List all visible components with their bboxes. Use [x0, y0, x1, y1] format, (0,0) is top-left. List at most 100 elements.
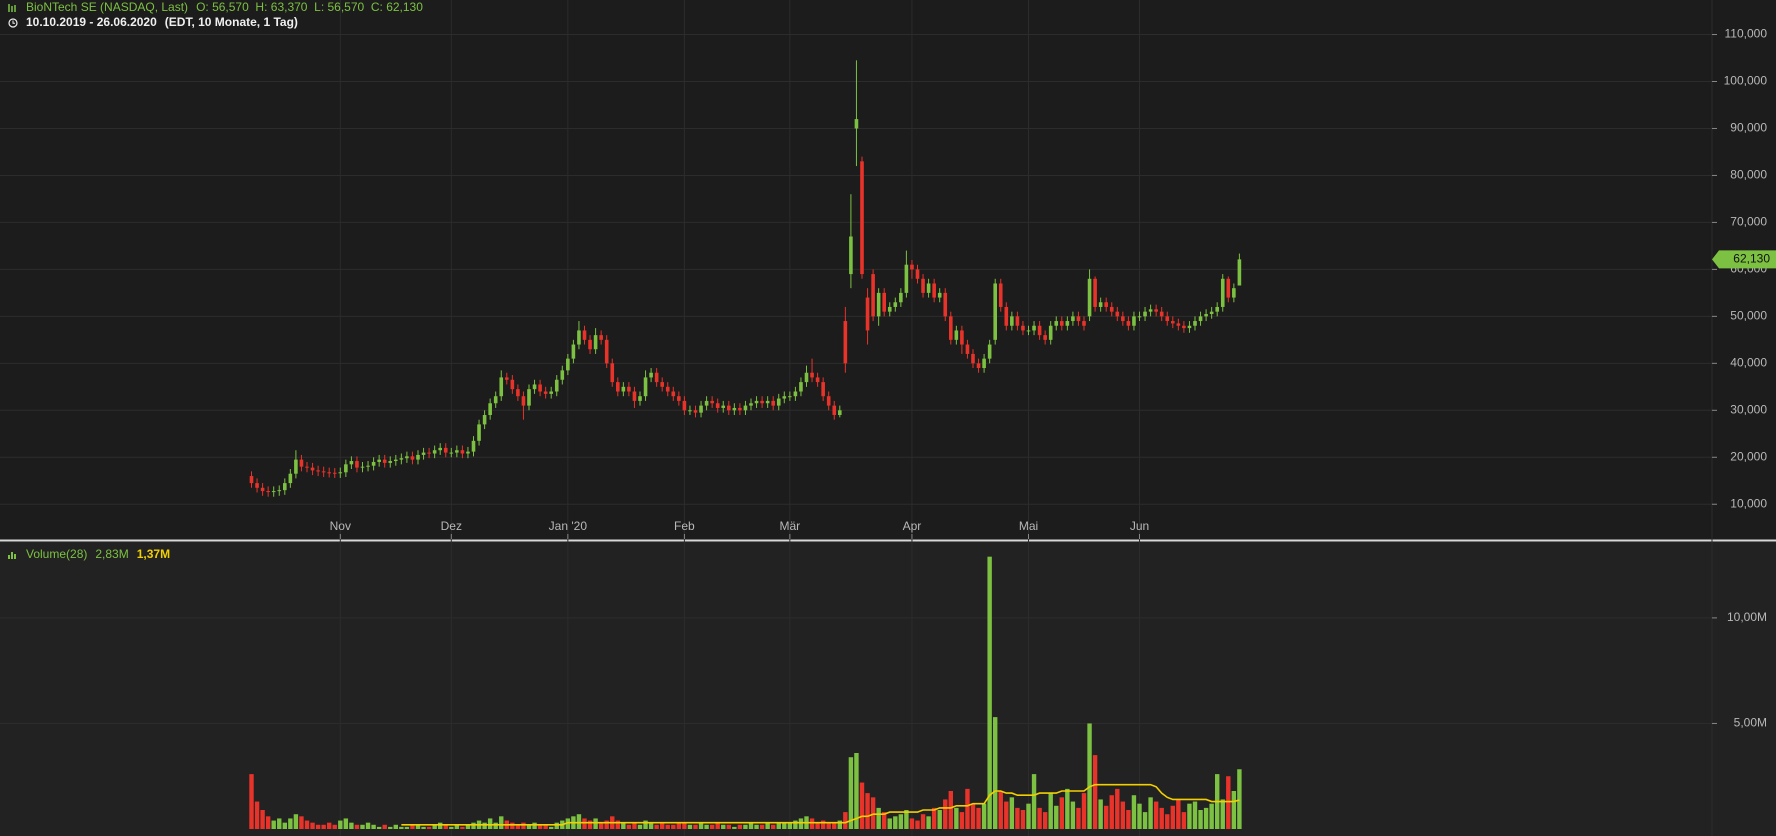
candle-body	[405, 456, 409, 459]
volume-bar	[643, 820, 648, 829]
candle-body	[549, 391, 553, 394]
candle-body	[738, 407, 742, 411]
candle-body	[682, 400, 687, 411]
candle-body	[865, 297, 870, 331]
volume-bar	[993, 717, 998, 829]
candle-body	[477, 424, 481, 441]
volume-bar	[277, 818, 282, 829]
candle-body	[321, 471, 326, 473]
volume-bar	[1203, 807, 1209, 829]
volume-bar	[1048, 793, 1053, 829]
volume-bar	[976, 807, 981, 829]
note: (EDT, 10 Monate, 1 Tag)	[164, 15, 298, 29]
volume-bar	[1181, 812, 1187, 829]
volume-bar	[360, 824, 365, 829]
candle-body	[832, 405, 837, 415]
candle-body	[871, 274, 875, 317]
volume-bar	[882, 812, 887, 829]
candle-body	[421, 452, 426, 455]
y-tick-label: 50,000	[1730, 309, 1767, 323]
candle-body	[249, 476, 254, 484]
volume-bar	[549, 826, 554, 829]
y-tick-label: 20,000	[1730, 449, 1767, 463]
candle-body	[1093, 278, 1097, 307]
candle-body	[332, 472, 337, 474]
volume-bar	[920, 814, 926, 829]
y-tick-label: 10,000	[1730, 496, 1767, 510]
candle-body	[810, 372, 814, 378]
candle-body	[1004, 306, 1009, 326]
x-tick-label: Mär	[780, 519, 801, 533]
volume-bar	[870, 797, 876, 829]
volume-bar	[382, 824, 387, 829]
volume-bar	[970, 803, 976, 829]
volume-bar	[937, 810, 942, 829]
candle-body	[649, 372, 653, 378]
candle-body	[704, 400, 709, 406]
candle-body	[443, 447, 448, 453]
candle-body	[1109, 306, 1114, 312]
clock-icon	[8, 17, 18, 28]
candle-body	[727, 405, 731, 411]
candle-body	[460, 450, 465, 454]
candle-body	[527, 389, 531, 406]
candle-body	[571, 344, 576, 359]
volume-bar	[532, 822, 537, 829]
volume-bar	[1148, 797, 1153, 829]
candle-body	[993, 283, 997, 340]
volume-bar	[915, 820, 920, 829]
volume-bar	[521, 822, 526, 829]
volume-bar	[582, 818, 587, 829]
volume-bar	[743, 824, 748, 829]
x-tick-label: Jan '20	[549, 519, 588, 533]
candle-body	[349, 461, 354, 465]
volume-bar	[1187, 803, 1192, 829]
candle-body	[660, 382, 664, 387]
price-header: BioNTech SE (NASDAQ, Last) O: 56,570 H: …	[8, 0, 423, 14]
volume-bar	[454, 824, 460, 829]
quote: O: 56,570 H: 63,370 L: 56,570 C: 62,130	[196, 0, 423, 14]
volume-bar	[893, 816, 898, 829]
y-tick-label: 30,000	[1730, 402, 1767, 416]
volume-bar	[1087, 723, 1092, 829]
volume-bar	[432, 824, 437, 829]
candle-body	[1215, 306, 1219, 312]
volume-bar	[282, 822, 287, 829]
volume-bar	[765, 822, 770, 829]
volume-bar	[1115, 788, 1120, 829]
volume-bar	[1081, 793, 1087, 829]
volume-bar	[587, 820, 593, 829]
volume-bar	[815, 822, 820, 829]
candle-body	[854, 119, 859, 129]
volume-bar	[249, 774, 254, 829]
volume-bar	[682, 822, 687, 829]
y-tick-label: 110,000	[1725, 27, 1768, 41]
candle-body	[826, 396, 831, 406]
volume-bar	[654, 824, 659, 829]
volume-bar	[621, 822, 626, 829]
candle-body	[1037, 325, 1042, 336]
candle-body	[665, 386, 670, 392]
volume-bar	[598, 822, 604, 829]
candle-body	[471, 440, 476, 452]
volume-bar	[354, 824, 360, 829]
volume-bar	[615, 820, 620, 829]
volume-bar	[271, 820, 276, 829]
volume-bar	[1142, 812, 1148, 829]
volume-bar	[376, 826, 382, 829]
candle-body	[1148, 309, 1153, 312]
volume-bar	[787, 822, 793, 829]
volume-bar	[737, 824, 743, 829]
candle-body	[749, 403, 753, 406]
candle-body	[765, 400, 770, 404]
candle-body	[926, 283, 931, 293]
volume-bar	[1153, 801, 1159, 829]
volume-average: 1,37M	[136, 547, 171, 561]
volume-bar	[754, 824, 759, 829]
volume-value: 2,83M	[95, 547, 129, 561]
candle-body	[915, 269, 920, 279]
volume-bar	[998, 791, 1003, 829]
volume-bar	[759, 824, 765, 829]
